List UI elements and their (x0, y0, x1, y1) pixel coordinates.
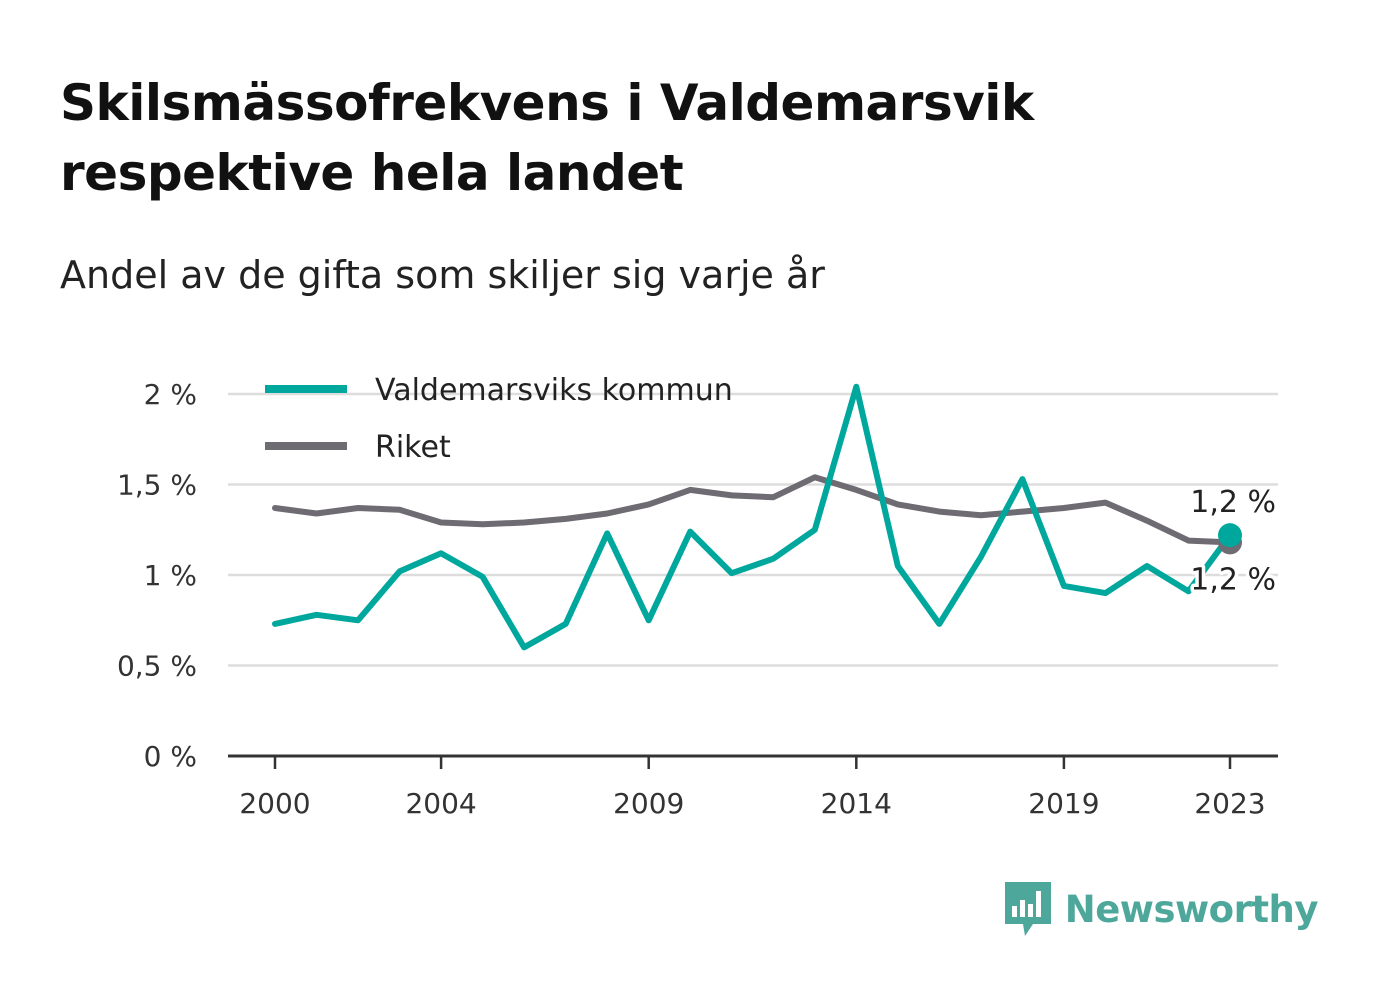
chart-title: Skilsmässofrekvens i Valdemarsvik respek… (60, 74, 1034, 202)
axes: 0 % 0,5 % 1 % 1,5 % 2 % 2000 2004 2009 2014 2019 2… (117, 378, 1278, 820)
series-lines (272, 383, 1233, 651)
data-point (1144, 563, 1150, 569)
data-point (438, 520, 444, 526)
x-tick-label: 2009 (613, 787, 684, 820)
data-point (1102, 500, 1108, 506)
data-point (1019, 509, 1025, 515)
data-point (812, 527, 818, 533)
data-point (646, 501, 652, 507)
end-markers (1218, 523, 1242, 555)
data-point (978, 512, 984, 518)
data-point (521, 520, 527, 526)
x-tick-label: 2000 (239, 787, 310, 820)
data-point (563, 621, 569, 627)
data-point (272, 621, 278, 627)
newsworthy-logo: Newsworthy (1003, 880, 1319, 938)
x-tick-label: 2014 (821, 787, 892, 820)
legend-label: Riket (375, 430, 451, 465)
data-point (687, 487, 693, 493)
data-point (1061, 505, 1067, 511)
data-point (1102, 590, 1108, 596)
data-point (355, 505, 361, 511)
data-point (853, 384, 859, 390)
series-line-valdemarsvik (272, 383, 1233, 651)
data-point (521, 644, 527, 650)
data-point (895, 501, 901, 507)
data-point (314, 612, 320, 618)
data-point (397, 568, 403, 574)
series-line-riket (272, 474, 1233, 546)
data-point (729, 570, 735, 576)
x-tick-label: 2023 (1194, 787, 1265, 820)
data-point (272, 505, 278, 511)
data-point (853, 487, 859, 493)
data-point (480, 574, 486, 580)
data-point (1061, 583, 1067, 589)
data-point (563, 516, 569, 522)
data-point (936, 621, 942, 627)
x-tick-label: 2004 (405, 787, 476, 820)
y-tick-label: 0,5 % (117, 650, 197, 683)
y-tick-label: 2 % (144, 378, 197, 411)
y-tick-label: 1 % (144, 559, 197, 592)
data-point (812, 474, 818, 480)
x-tick-label: 2019 (1028, 787, 1099, 820)
legend: Valdemarsviks kommun Riket (265, 373, 733, 465)
data-point (397, 507, 403, 513)
data-point (604, 530, 610, 536)
data-point (895, 563, 901, 569)
end-labels: 1,2 % 1,2 % (1187, 482, 1280, 601)
data-point (646, 617, 652, 623)
data-point (604, 510, 610, 516)
data-point (480, 521, 486, 527)
data-point (770, 494, 776, 500)
data-point (1019, 476, 1025, 482)
data-point (687, 529, 693, 535)
data-point (770, 556, 776, 562)
chart-subtitle: Andel av de gifta som skiljer sig varje … (60, 253, 825, 297)
data-point (978, 554, 984, 560)
legend-label: Valdemarsviks kommun (375, 373, 733, 408)
y-tick-label: 0 % (144, 740, 197, 773)
end-value-label: 1,2 % (1190, 562, 1276, 597)
data-point (438, 550, 444, 556)
data-point (1144, 518, 1150, 524)
data-point (314, 510, 320, 516)
data-point (1185, 538, 1191, 544)
data-point (729, 492, 735, 498)
end-value-label: 1,2 % (1190, 485, 1276, 520)
y-tick-label: 1,5 % (117, 469, 197, 502)
data-point (936, 509, 942, 515)
grid-lines (228, 392, 1278, 667)
end-point-marker (1218, 523, 1242, 548)
brand-name: Newsworthy (1064, 887, 1319, 931)
data-point (355, 617, 361, 623)
bar-chart-speech-bubble-icon (1004, 882, 1051, 936)
